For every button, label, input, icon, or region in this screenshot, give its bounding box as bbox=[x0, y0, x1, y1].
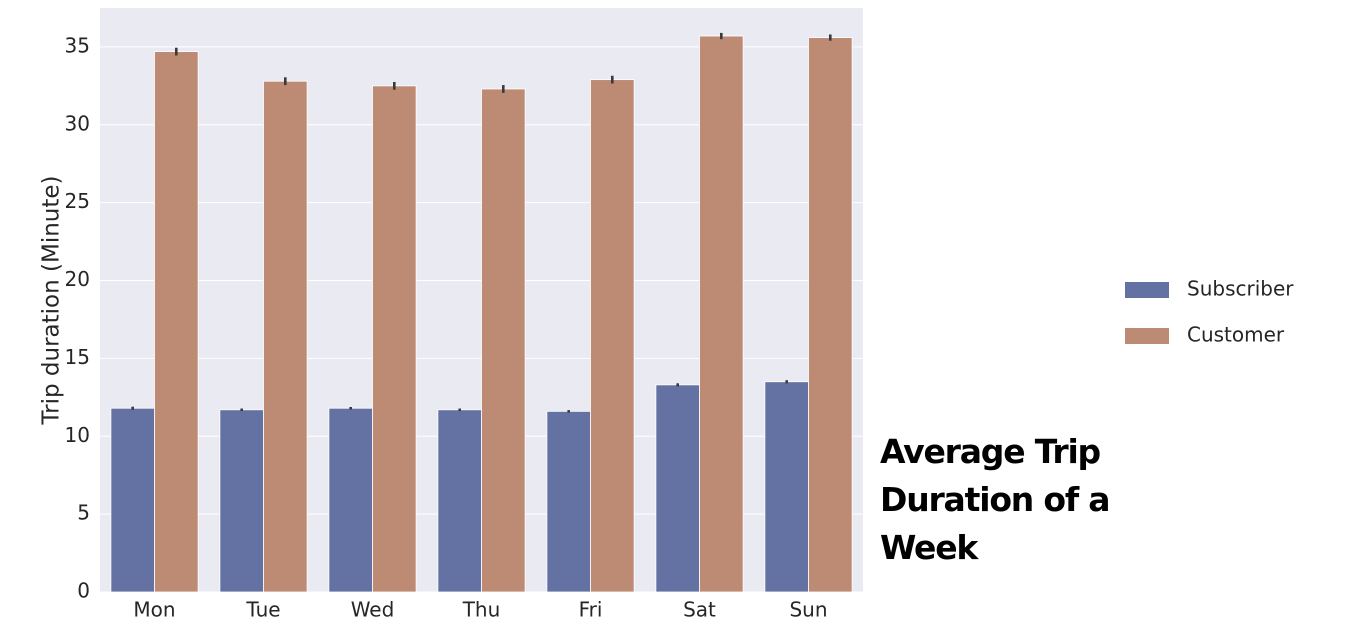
y-tick-label: 25 bbox=[65, 189, 90, 213]
y-tick-label: 35 bbox=[65, 33, 90, 57]
x-tick-label: Thu bbox=[462, 598, 501, 622]
bar-customer-wed bbox=[372, 85, 417, 593]
x-tick-label: Wed bbox=[351, 598, 395, 622]
chart-title: Average Trip Duration of a Week bbox=[880, 432, 1111, 567]
x-axis-ticks: Mon Tue Wed Thu Fri Sat Sun bbox=[133, 598, 827, 622]
bar-subscriber-wed bbox=[328, 407, 373, 593]
bar-subscriber-tue bbox=[219, 409, 264, 593]
legend-label-subscriber: Subscriber bbox=[1187, 277, 1294, 301]
bar-subscriber-sat bbox=[655, 384, 700, 593]
bar-subscriber-thu bbox=[437, 409, 482, 593]
y-tick-label: 15 bbox=[65, 345, 90, 369]
y-tick-label: 5 bbox=[77, 501, 90, 525]
y-axis-ticks: 0 5 10 15 20 25 30 35 bbox=[65, 33, 90, 602]
y-tick-label: 10 bbox=[65, 423, 90, 447]
bar-subscriber-sun bbox=[764, 381, 809, 593]
legend-swatch-customer bbox=[1125, 328, 1169, 344]
legend-label-customer: Customer bbox=[1187, 323, 1285, 347]
y-tick-label: 0 bbox=[77, 579, 90, 603]
bar-subscriber-mon bbox=[110, 407, 155, 593]
bar-customer-tue bbox=[263, 80, 308, 593]
y-tick-label: 30 bbox=[65, 111, 90, 135]
x-tick-label: Mon bbox=[133, 598, 175, 622]
x-tick-label: Sat bbox=[683, 598, 716, 622]
x-tick-label: Sun bbox=[789, 598, 827, 622]
bar-subscriber-fri bbox=[546, 410, 591, 593]
y-axis-label: Trip duration (Minute) bbox=[39, 175, 65, 425]
legend-swatch-subscriber bbox=[1125, 282, 1169, 298]
error-bars bbox=[131, 32, 832, 413]
bar-customer-sat bbox=[699, 35, 744, 593]
bar-customer-thu bbox=[481, 88, 526, 593]
x-tick-label: Fri bbox=[579, 598, 603, 622]
legend: Subscriber Customer bbox=[1125, 277, 1294, 347]
bar-customer-sun bbox=[808, 37, 853, 593]
bar-customer-fri bbox=[590, 79, 635, 593]
bar-customer-mon bbox=[154, 51, 199, 593]
x-tick-label: Tue bbox=[245, 598, 280, 622]
bars bbox=[110, 35, 853, 593]
y-tick-label: 20 bbox=[65, 267, 90, 291]
